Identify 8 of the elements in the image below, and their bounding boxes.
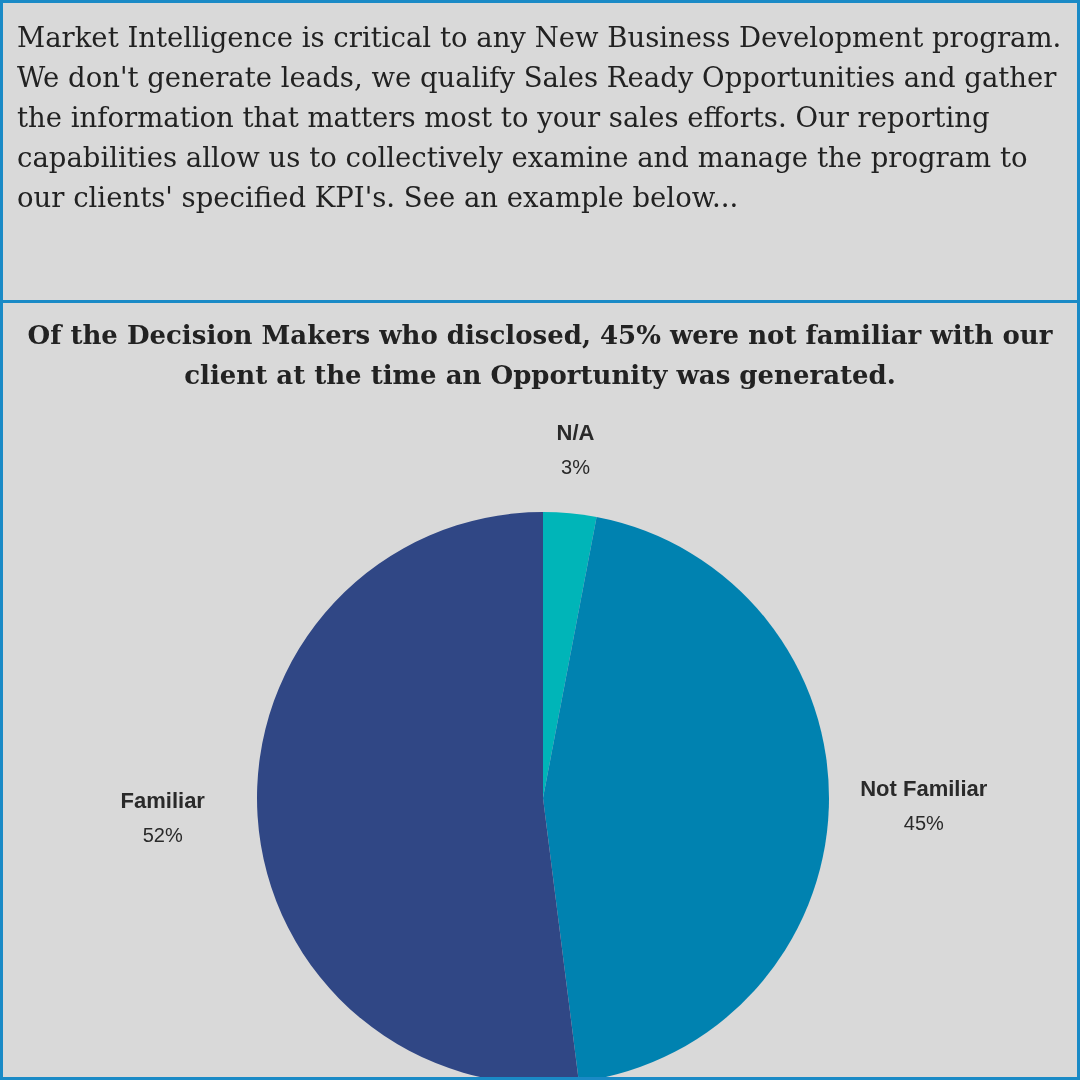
slice-label: Not Familiar bbox=[860, 775, 988, 801]
chart-title: Of the Decision Makers who disclosed, 45% were not familiar with our client at the time an Opportunity was generated. bbox=[26, 319, 1054, 392]
data-label: 3% bbox=[561, 455, 591, 478]
text: Market Intelligence is critical to any New Business Development program. We don't generate leads, we qualify Sales Ready Opportunities and gather the information that matters most to your sales efforts. Our reporting capabilities allow us to collectively examine and manage the program to our clients' specified KPI's. See an example below... bbox=[17, 20, 1063, 215]
slice-label: N/A bbox=[556, 419, 595, 445]
data-label: 52% bbox=[142, 823, 183, 846]
slice-label: Familiar bbox=[120, 787, 206, 813]
data-label: 45% bbox=[903, 811, 945, 834]
